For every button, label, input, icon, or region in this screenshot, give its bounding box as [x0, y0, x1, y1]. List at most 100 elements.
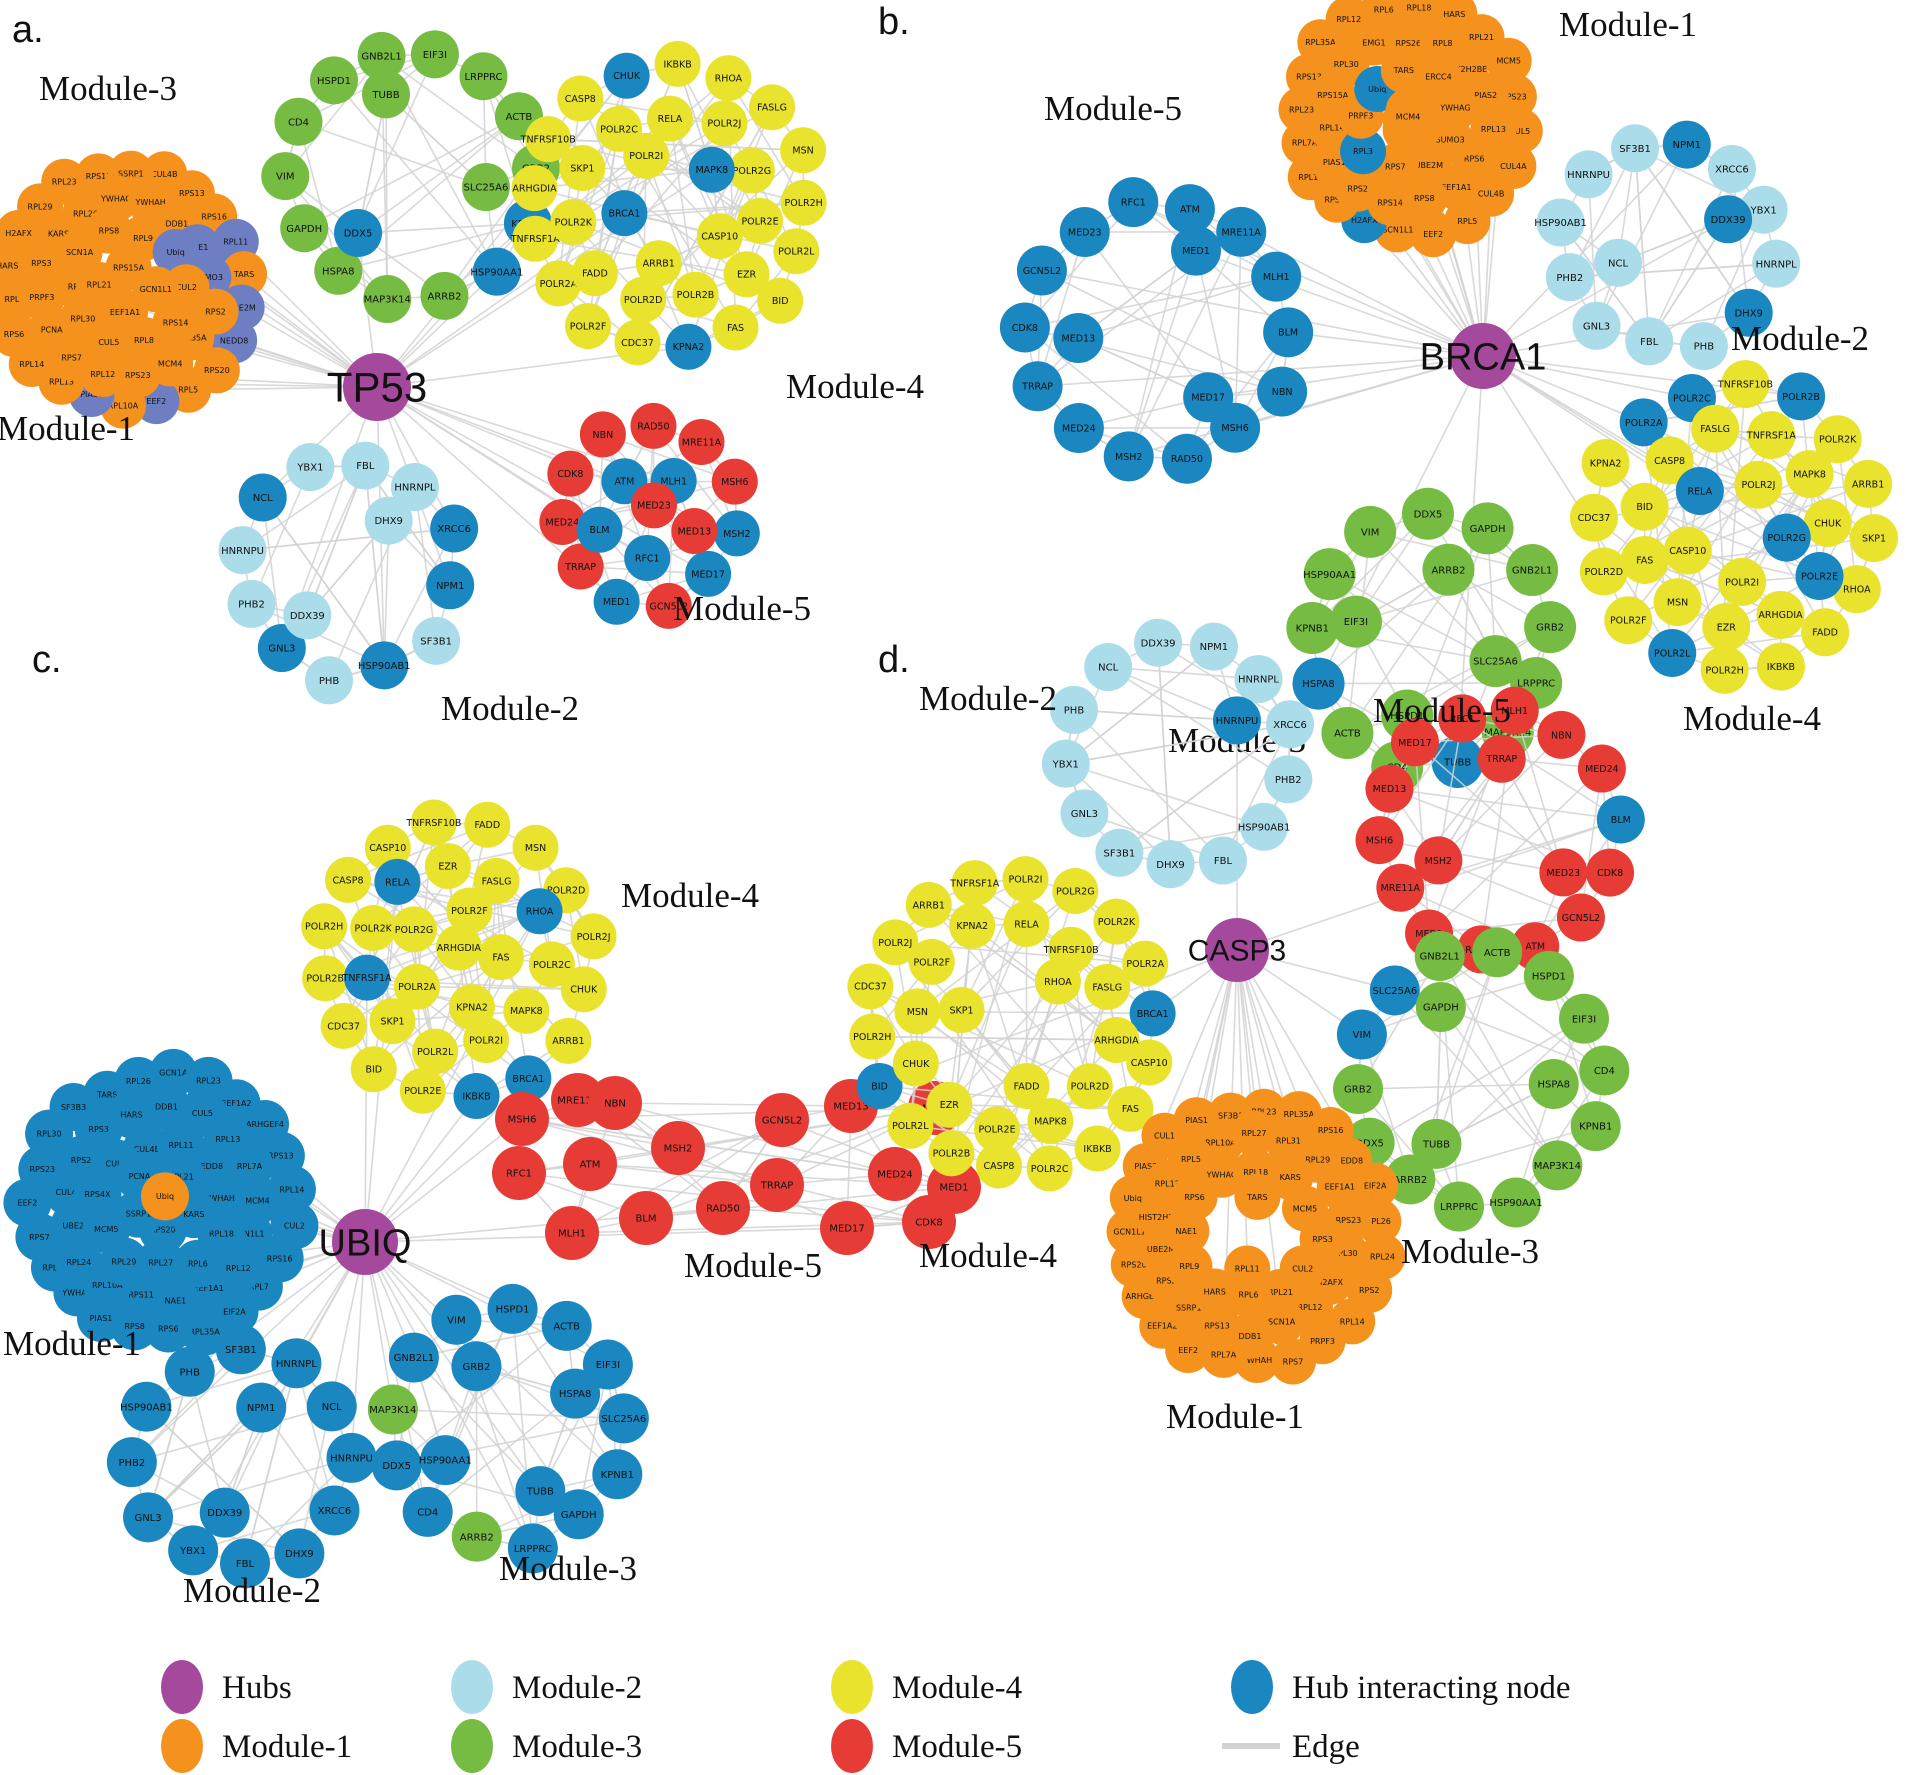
node-circle[interactable] — [705, 55, 752, 102]
node[interactable]: NPM1 — [236, 1382, 287, 1433]
node-circle[interactable] — [132, 266, 179, 313]
node[interactable]: EIF3I — [582, 1339, 633, 1390]
node-circle[interactable] — [1648, 629, 1697, 678]
node[interactable]: HNRNPL — [1234, 655, 1283, 704]
node[interactable]: SLC25A6 — [598, 1393, 649, 1444]
node-circle[interactable] — [1053, 312, 1104, 363]
node-circle[interactable] — [420, 271, 469, 320]
node[interactable]: HSP90AB1 — [1534, 198, 1587, 247]
node[interactable]: MSN — [512, 824, 559, 871]
node-circle[interactable] — [557, 543, 604, 590]
node-circle[interactable] — [140, 1172, 189, 1221]
node-circle[interactable] — [399, 1067, 446, 1114]
node[interactable]: GNB2L1 — [388, 1332, 439, 1383]
node[interactable]: RELA — [1675, 466, 1724, 515]
node-circle[interactable] — [1813, 415, 1862, 464]
node-circle[interactable] — [350, 1046, 397, 1093]
node[interactable]: GCN5L2 — [755, 1093, 809, 1147]
node-circle[interactable] — [1795, 551, 1844, 600]
node-circle[interactable] — [1336, 1009, 1387, 1060]
node[interactable]: KPNB1 — [592, 1449, 643, 1500]
node[interactable]: PHB — [1049, 685, 1098, 734]
node-circle[interactable] — [1756, 590, 1805, 639]
node-circle[interactable] — [227, 579, 276, 628]
node-circle[interactable] — [1785, 450, 1834, 499]
node-circle[interactable] — [274, 1528, 325, 1579]
node-circle[interactable] — [215, 1324, 266, 1375]
node[interactable]: HSP90AB1 — [120, 1381, 173, 1432]
node[interactable]: DHX9 — [364, 496, 413, 545]
node-circle[interactable] — [872, 919, 919, 966]
node[interactable]: ACTB — [541, 1300, 592, 1351]
node-circle[interactable] — [938, 986, 985, 1033]
node-circle[interactable] — [665, 323, 712, 370]
node[interactable]: DDX39 — [283, 591, 332, 640]
node-circle[interactable] — [1034, 958, 1081, 1005]
node[interactable]: EMG1 — [1350, 19, 1397, 66]
node[interactable]: BRCA1 — [1129, 990, 1176, 1037]
node-circle[interactable] — [1524, 601, 1577, 654]
node-circle[interactable] — [547, 450, 594, 497]
node[interactable]: SLC25A6 — [1469, 635, 1522, 688]
node[interactable]: NCL — [1084, 643, 1133, 692]
node[interactable]: NBN — [588, 1076, 642, 1130]
node-circle[interactable] — [728, 147, 775, 194]
node[interactable]: ACTB — [1321, 707, 1374, 760]
node[interactable]: HSPA8 — [550, 1368, 601, 1419]
node[interactable]: RPL6 — [173, 1239, 222, 1288]
node[interactable]: POLR2B — [928, 1130, 975, 1177]
node[interactable]: HSP90AA1 — [1303, 548, 1356, 601]
node-circle[interactable] — [1134, 618, 1183, 667]
node-circle[interactable] — [1663, 526, 1712, 575]
node-circle[interactable] — [446, 887, 493, 934]
node[interactable]: FBL — [341, 441, 390, 490]
node-circle[interactable] — [1198, 836, 1247, 885]
node[interactable]: TARS — [1234, 1173, 1281, 1220]
node[interactable]: TUBB — [361, 70, 410, 119]
node-circle[interactable] — [571, 250, 618, 297]
node[interactable]: POLR2E — [1795, 551, 1844, 600]
node-circle[interactable] — [1832, 565, 1881, 614]
node-circle[interactable] — [1369, 965, 1420, 1016]
node[interactable]: RPL30 — [59, 295, 106, 342]
node[interactable]: DHX9 — [274, 1528, 325, 1579]
hub-node[interactable]: CASP3 — [1188, 918, 1286, 982]
node[interactable]: PHB2 — [1264, 755, 1313, 804]
node[interactable]: FADD — [1801, 608, 1850, 657]
node[interactable]: DDX5 — [334, 208, 383, 257]
node[interactable]: Ubiq — [140, 1172, 189, 1221]
node-circle[interactable] — [1264, 755, 1313, 804]
node[interactable]: IKBKB — [1756, 642, 1805, 691]
node[interactable]: EZR — [926, 1081, 973, 1128]
node-circle[interactable] — [1756, 642, 1805, 691]
node-circle[interactable] — [1171, 225, 1222, 276]
node[interactable]: CDC37 — [320, 1002, 367, 1049]
node[interactable]: MSN — [894, 988, 941, 1035]
node-circle[interactable] — [688, 146, 735, 193]
node[interactable]: MLH1 — [1490, 686, 1539, 735]
node[interactable]: RFC1 — [1438, 694, 1487, 743]
node[interactable]: SF3B1 — [1095, 828, 1144, 877]
node[interactable]: TNFRSF10B — [520, 116, 576, 163]
node[interactable]: MAP3K14 — [363, 275, 412, 324]
node-circle[interactable] — [1777, 372, 1826, 421]
node-circle[interactable] — [849, 1013, 896, 1060]
node-circle[interactable] — [1675, 466, 1724, 515]
node[interactable]: TNFRSF10B — [405, 799, 461, 846]
node-circle[interactable] — [755, 1093, 809, 1147]
node[interactable]: EIF3I — [1329, 595, 1382, 648]
node-circle[interactable] — [1049, 685, 1098, 734]
node-circle[interactable] — [892, 1040, 939, 1087]
node-circle[interactable] — [54, 1238, 103, 1287]
node-circle[interactable] — [588, 1076, 642, 1130]
node[interactable]: MSN — [1653, 578, 1702, 627]
node-circle[interactable] — [1355, 816, 1404, 865]
node[interactable]: POLR2C — [1026, 1145, 1073, 1192]
node[interactable]: POLR2A — [1619, 398, 1668, 447]
node[interactable]: RHOA — [516, 888, 563, 935]
node-circle[interactable] — [780, 179, 827, 226]
node-circle[interactable] — [974, 1106, 1021, 1153]
node-circle[interactable] — [545, 1206, 599, 1260]
node-circle[interactable] — [286, 443, 335, 492]
node-circle[interactable] — [142, 1082, 191, 1131]
